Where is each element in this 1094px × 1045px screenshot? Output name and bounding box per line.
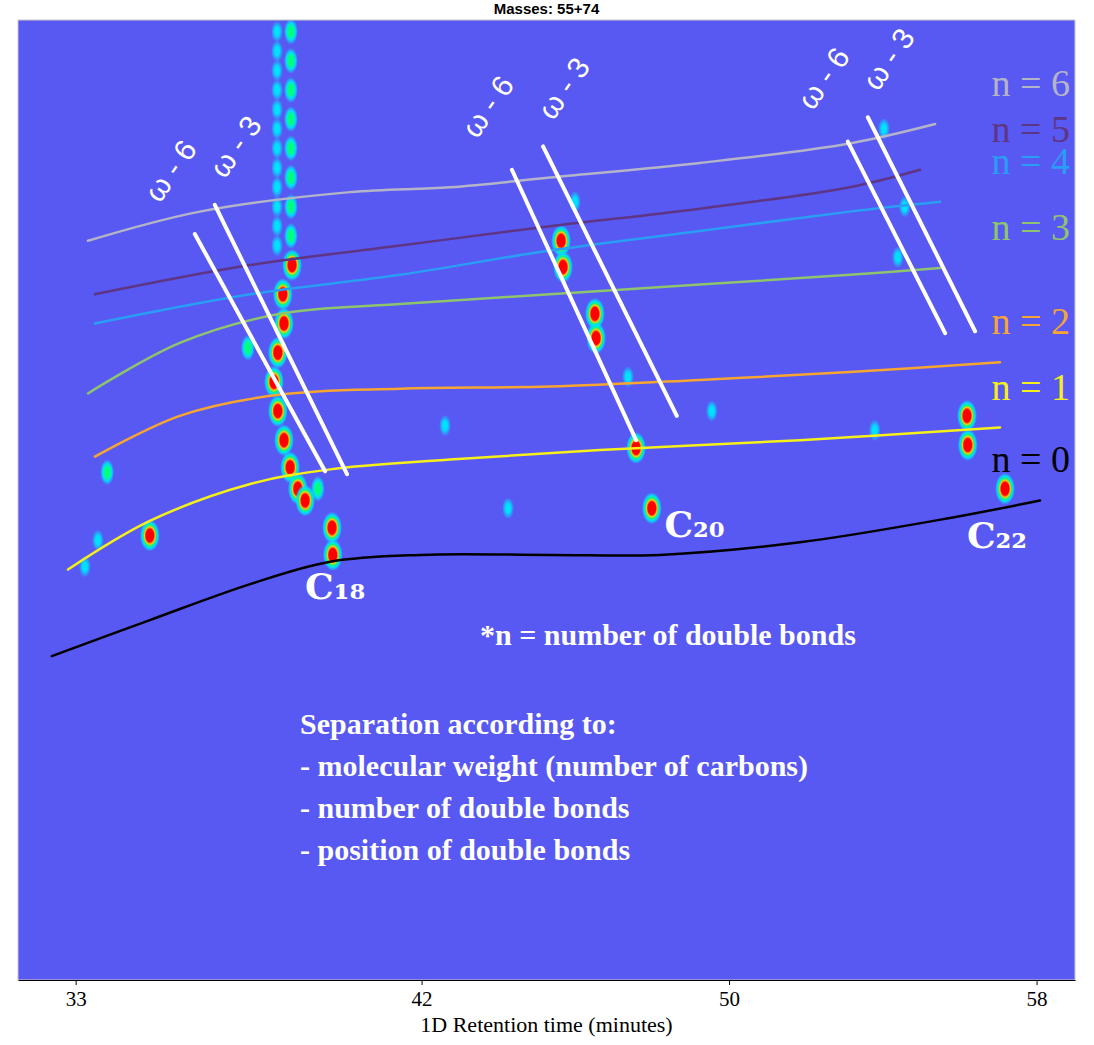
carbon-label: C₂₂ xyxy=(967,514,1027,556)
carbon-label: C₂₀ xyxy=(664,503,724,545)
peak xyxy=(271,40,283,62)
series-label: n = 6 xyxy=(992,62,1070,104)
peak xyxy=(271,137,283,159)
plot-marks xyxy=(52,20,1040,656)
peak xyxy=(869,419,881,441)
omega-label: ω - 6 xyxy=(455,70,520,144)
double-bond-curve xyxy=(88,124,935,241)
double-bond-curve xyxy=(95,362,1000,456)
peak xyxy=(271,235,283,257)
omega-line xyxy=(195,234,325,471)
peak xyxy=(958,429,978,461)
x-axis-line xyxy=(19,980,1076,981)
peak xyxy=(284,20,298,45)
x-tick-label: 58 xyxy=(1027,987,1048,1011)
omega-line xyxy=(868,117,975,331)
omega-label: ω - 3 xyxy=(856,22,921,96)
double-bond-curve xyxy=(68,428,1000,570)
x-tick-label: 42 xyxy=(412,987,433,1011)
series-label: n = 5 xyxy=(992,108,1070,150)
plot-background xyxy=(18,20,1075,980)
x-tick-mark xyxy=(1037,980,1038,985)
series-label: n = 0 xyxy=(992,438,1070,480)
peak xyxy=(274,424,294,456)
omega-line xyxy=(215,205,347,474)
series-label: n = 3 xyxy=(992,206,1070,248)
peak xyxy=(273,278,293,310)
note: Separation according to: xyxy=(300,707,617,740)
peak xyxy=(284,165,298,191)
peak xyxy=(322,512,342,544)
peak xyxy=(642,492,662,524)
peak xyxy=(100,459,114,485)
peak xyxy=(282,249,302,281)
note: *n = number of double bonds xyxy=(480,618,856,651)
peak xyxy=(271,59,283,81)
plot-frame xyxy=(18,20,1075,980)
peak xyxy=(271,215,283,237)
chart-title: Masses: 55+74 xyxy=(494,0,600,17)
double-bond-curve xyxy=(52,500,1040,656)
note: - molecular weight (number of carbons) xyxy=(300,749,808,783)
peak xyxy=(284,48,298,74)
peak xyxy=(439,415,451,437)
peak xyxy=(957,400,977,432)
x-tick-mark xyxy=(729,980,730,985)
peak xyxy=(706,400,718,422)
peak xyxy=(284,223,298,249)
x-tick: 42 xyxy=(412,980,433,1011)
peak xyxy=(502,497,514,519)
x-axis: 33 42 50 58 xyxy=(19,980,1076,1011)
x-tick-mark xyxy=(422,980,423,985)
x-tick: 50 xyxy=(719,980,740,1011)
x-tick: 58 xyxy=(1027,980,1048,1011)
peak xyxy=(284,106,298,132)
x-axis-title: 1D Retention time (minutes) xyxy=(420,1012,672,1037)
x-tick-label: 33 xyxy=(66,987,87,1011)
double-bond-curve xyxy=(88,268,940,393)
omega-label: ω - 3 xyxy=(203,110,268,184)
peak xyxy=(271,98,283,120)
chart: Masses: 55+74n = 0n = 1n = 2n = 3n = 4n … xyxy=(0,0,1094,1045)
omega-label: ω - 6 xyxy=(791,41,856,115)
omega-label: ω - 3 xyxy=(531,51,596,125)
peak xyxy=(271,79,283,101)
text-layer: n = 0n = 1n = 2n = 3n = 4n = 5n = 6ω - 6… xyxy=(138,22,1070,866)
peak xyxy=(271,118,283,140)
x-tick-label: 50 xyxy=(719,987,740,1011)
x-tick-mark xyxy=(76,980,77,985)
peak xyxy=(284,135,298,161)
peak xyxy=(271,176,283,198)
series-label: n = 1 xyxy=(992,366,1070,408)
peak xyxy=(311,476,325,502)
carbon-label: C₁₈ xyxy=(305,565,365,607)
series-label: n = 2 xyxy=(992,300,1070,342)
line-layer xyxy=(52,117,1040,656)
x-tick: 33 xyxy=(66,980,87,1011)
omega-line xyxy=(543,146,677,415)
omega-label: ω - 6 xyxy=(138,134,203,208)
peak xyxy=(268,337,288,369)
note: - number of double bonds xyxy=(300,791,630,824)
peak xyxy=(284,77,298,103)
note: - position of double bonds xyxy=(300,833,630,866)
peak xyxy=(271,21,283,43)
peak xyxy=(271,157,283,179)
